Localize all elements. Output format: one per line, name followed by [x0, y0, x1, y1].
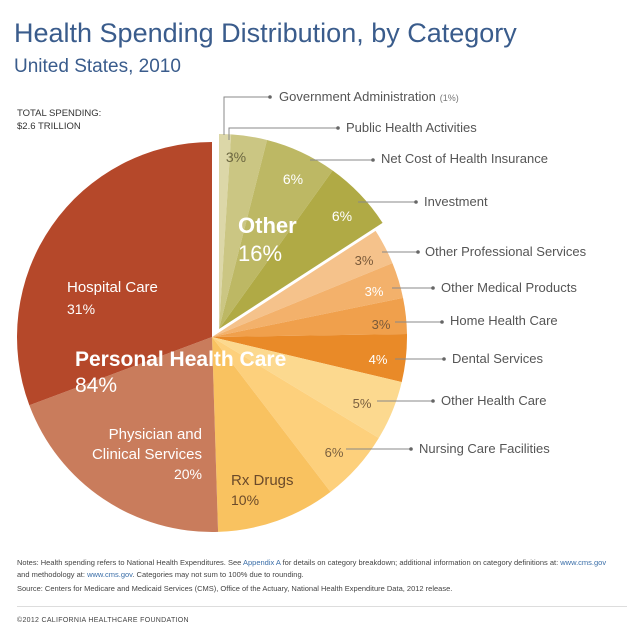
chart-subtitle: United States, 2010: [14, 56, 181, 77]
label-hospital-care: Hospital Care: [67, 279, 158, 296]
percent-dental-services: 4%: [369, 352, 388, 367]
group-percent-personal-health-care: 84%: [75, 374, 117, 397]
slice-physician-and-clinical-services: [29, 337, 219, 532]
slice-rx-drugs: [212, 337, 331, 532]
slice-dental-services: [212, 333, 407, 383]
notes-text: Notes: Health spending refers to Nationa…: [17, 558, 243, 567]
percent-nursing-care-facilities: 6%: [325, 445, 344, 460]
label-nursing-care-facilities: Nursing Care Facilities: [419, 441, 550, 456]
slice-hospital-care: [16, 142, 212, 406]
slice-nursing-care-facilities: [212, 337, 379, 492]
label-rx-drugs: Rx Drugs: [231, 472, 294, 489]
percent-net-cost-of-health-insurance: 6%: [283, 171, 303, 187]
percent-public-health-activities: 3%: [226, 149, 246, 165]
total-value: $2.6 TRILLION: [17, 121, 81, 132]
label-dental-services: Dental Services: [452, 351, 544, 366]
label-investment: Investment: [424, 194, 488, 209]
leader-dot: [442, 357, 446, 361]
slice-other-professional-services: [212, 230, 393, 337]
percent-other-medical-products: 3%: [365, 284, 384, 299]
source: Source: Centers for Medicare and Medicai…: [17, 584, 453, 593]
percent-other-health-care: 5%: [353, 396, 372, 411]
chart-title: Health Spending Distribution, by Categor…: [14, 18, 517, 48]
leader-dot: [440, 320, 444, 324]
label-other-medical-products: Other Medical Products: [441, 280, 577, 295]
label-physician: Clinical Services: [92, 446, 202, 463]
leader-dot: [416, 250, 420, 254]
percent-home-health-care: 3%: [372, 317, 391, 332]
notes-text: . Categories may not sum to 100% due to …: [132, 570, 304, 579]
slice-net-cost-of-health-insurance: [219, 140, 333, 329]
total-spending: TOTAL SPENDING: $2.6 TRILLION: [17, 107, 101, 133]
appendix-link[interactable]: Appendix A: [242, 558, 281, 567]
label-other-professional-services: Other Professional Services: [425, 244, 587, 259]
label-physician: Physician and: [109, 426, 202, 443]
divider: [17, 606, 627, 607]
leader-dot: [336, 126, 340, 130]
label-government-administration: Government Administration (1%): [279, 89, 459, 104]
percent-rx-drugs: 10%: [231, 492, 259, 508]
slice-home-health-care: [212, 297, 407, 337]
notes-text: and methodology at:: [17, 570, 88, 579]
slice-other-medical-products: [212, 263, 404, 337]
label-public-health-activities: Public Health Activities: [346, 120, 477, 135]
leader-line: [228, 127, 338, 140]
copyright: ©2012 CALIFORNIA HEALTHCARE FOUNDATION: [17, 617, 189, 624]
label-net-cost-of-health-insurance: Net Cost of Health Insurance: [381, 151, 548, 166]
label-other-health-care: Other Health Care: [441, 393, 547, 408]
leader-line: [223, 96, 270, 135]
notes-text: for details on category breakdown; addit…: [280, 558, 561, 567]
group-label-personal-health-care: Personal Health Care: [75, 348, 286, 371]
slice-public-health-activities: [219, 134, 268, 329]
leader-dot: [409, 447, 413, 451]
leader-dot: [414, 200, 418, 204]
slice-investment: [219, 170, 383, 329]
notes: Notes: Health spending refers to Nationa…: [17, 557, 617, 595]
group-percent-other: 16%: [238, 241, 282, 266]
leader-dot: [371, 158, 375, 162]
cms-link[interactable]: www.cms.gov: [87, 570, 133, 579]
cms-link[interactable]: www.cms.gov: [560, 558, 607, 567]
percent-physician: 20%: [174, 466, 202, 482]
leader-dot: [431, 286, 435, 290]
percent-investment: 6%: [332, 208, 352, 224]
label-home-health-care: Home Health Care: [450, 313, 558, 328]
percent-hospital-care: 31%: [67, 301, 95, 317]
group-label-other: Other: [238, 213, 297, 238]
leader-dot: [431, 399, 435, 403]
label-percent: (1%): [440, 93, 459, 103]
total-label: TOTAL SPENDING:: [17, 108, 102, 119]
slice-government-administration: [219, 134, 232, 329]
slice-other-health-care: [212, 337, 402, 438]
percent-other-professional-services: 3%: [355, 253, 374, 268]
leader-dot: [268, 95, 272, 99]
